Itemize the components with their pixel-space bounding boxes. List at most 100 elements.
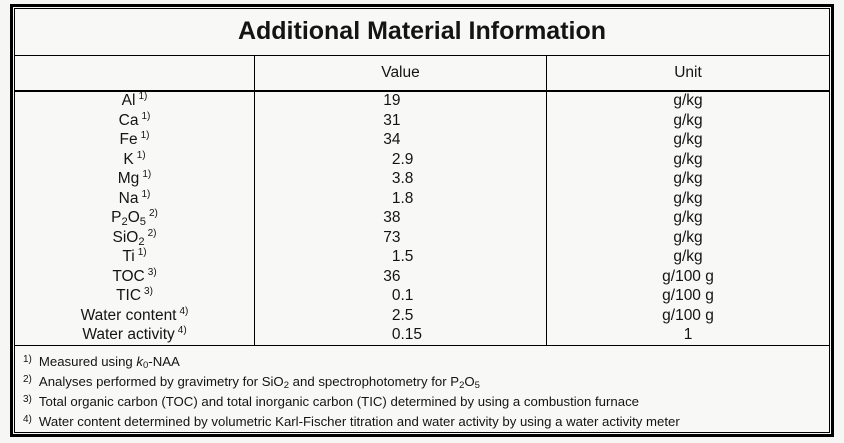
- unit-text: g/kg: [673, 209, 703, 227]
- header-parameter-column: [15, 55, 255, 90]
- parameter-cell: Ti 1): [15, 247, 255, 268]
- value-cell: 19: [255, 91, 547, 112]
- unit-cell: g/100 g: [547, 287, 829, 306]
- parameter-label: Ca: [118, 111, 139, 129]
- parameter-label: Water content: [80, 306, 177, 324]
- footnote-text: Analyses performed by gravimetry for SiO…: [38, 373, 480, 392]
- parameter-label: Fe: [119, 131, 138, 149]
- unit-text: g/kg: [673, 189, 703, 207]
- parameter-label: SiO2: [112, 228, 145, 248]
- table-row: Water content 4) 2.5 g/100 g: [15, 306, 829, 326]
- parameter-label: P2O5: [111, 209, 146, 229]
- unit-text: g/kg: [673, 248, 703, 266]
- value-text: 0.15: [391, 326, 423, 344]
- unit-cell: g/100 g: [547, 267, 829, 286]
- unit-cell: g/kg: [547, 92, 829, 111]
- table-inner-border: Additional Material Information Value Un…: [14, 8, 830, 433]
- unit-cell: g/kg: [547, 248, 829, 267]
- table-row: Mg 1) 3.8 g/kg: [15, 169, 829, 190]
- parameter-label: K: [123, 150, 134, 168]
- table-row: SiO2 2) 73 g/kg: [15, 228, 829, 248]
- value-text: 2.5: [391, 306, 414, 324]
- parameter-cell: TIC 3): [15, 286, 255, 307]
- unit-cell: g/kg: [547, 209, 829, 228]
- value-text: 19: [383, 92, 401, 110]
- value-cell: 0.1: [255, 286, 547, 307]
- table-row: TIC 3) 0.1 g/100 g: [15, 286, 829, 307]
- parameter-cell: SiO2 2): [15, 228, 255, 248]
- unit-text: g/kg: [673, 111, 703, 129]
- footnote-text: Water content determined by volumetric K…: [38, 413, 680, 429]
- value-text: 36: [383, 267, 401, 285]
- unit-cell: g/kg: [547, 170, 829, 189]
- unit-cell: g/kg: [547, 150, 829, 169]
- table-row: Fe 1) 34 g/kg: [15, 130, 829, 151]
- parameter-label: Ti: [122, 248, 135, 266]
- footnote: 4) Water content determined by volumetric…: [23, 412, 821, 432]
- parameter-cell: Water activity 4): [15, 325, 255, 346]
- header-unit-column: Unit: [674, 63, 702, 81]
- value-text: 38: [383, 209, 401, 227]
- value-text: 3.8: [391, 170, 414, 188]
- value-cell: 1.5: [255, 247, 547, 268]
- value-cell: 1.8: [255, 189, 547, 209]
- footnote: 3) Total organic carbon (TOC) and total i…: [23, 392, 821, 412]
- footnote-marker: 3): [23, 393, 32, 405]
- parameter-cell: Fe 1): [15, 130, 255, 151]
- parameter-cell: Al 1): [15, 91, 255, 112]
- table-row: Al 1) 19 g/kg: [15, 91, 829, 112]
- parameter-label: Mg: [117, 170, 140, 188]
- value-cell: 73: [255, 228, 547, 248]
- footnotes-section: 1) Measured using k0-NAA 2) Analyses perfo…: [15, 346, 829, 432]
- footnote-marker: 2): [23, 373, 32, 385]
- table-row: Ca 1) 31 g/kg: [15, 111, 829, 131]
- unit-text: g/100 g: [662, 267, 714, 285]
- value-cell: 2.9: [255, 150, 547, 170]
- value-text: 1.5: [391, 248, 414, 266]
- parameter-cell: P2O5 2): [15, 208, 255, 229]
- unit-text: g/kg: [673, 228, 703, 246]
- footnote-marker: 4): [23, 413, 32, 425]
- footnote-marker: 1): [23, 353, 32, 365]
- header-value-column: Value: [255, 55, 547, 90]
- table-row: Na 1) 1.8 g/kg: [15, 189, 829, 209]
- unit-text: g/kg: [673, 92, 703, 110]
- value-text: 0.1: [391, 287, 414, 305]
- footnote: 2) Analyses performed by gravimetry for S…: [23, 372, 821, 392]
- unit-cell: 1: [547, 326, 829, 345]
- table-body: Al 1) 19 g/kg Ca 1) 31 g/kg Fe 1) 34 g/kg: [15, 91, 829, 346]
- value-cell: 2.5: [255, 306, 547, 326]
- value-cell: 0.15: [255, 325, 547, 346]
- parameter-label: TIC: [116, 287, 142, 305]
- unit-text: g/kg: [673, 150, 703, 168]
- parameter-cell: Ca 1): [15, 111, 255, 131]
- parameter-label: Al: [121, 92, 136, 110]
- footnote-text: Measured using k0-NAA: [38, 353, 180, 372]
- value-text: 73: [383, 228, 401, 246]
- value-text: 2.9: [391, 150, 414, 168]
- value-text: 1.8: [391, 189, 414, 207]
- value-cell: 31: [255, 111, 547, 131]
- footnote-text: Total organic carbon (TOC) and total ino…: [38, 393, 639, 409]
- value-cell: 34: [255, 130, 547, 151]
- unit-text: g/kg: [673, 170, 703, 188]
- table-title: Additional Material Information: [15, 9, 829, 56]
- value-text: 31: [383, 111, 401, 129]
- unit-cell: g/kg: [547, 189, 829, 208]
- unit-text: g/100 g: [662, 306, 714, 324]
- material-info-table: Additional Material Information Value Un…: [10, 4, 834, 437]
- value-text: 34: [383, 131, 401, 149]
- parameter-cell: K 1): [15, 150, 255, 170]
- footnote: 1) Measured using k0-NAA: [23, 352, 821, 372]
- value-cell: 38: [255, 208, 547, 229]
- table-header: Value Unit: [15, 55, 829, 92]
- unit-text: g/kg: [673, 131, 703, 149]
- table-row: K 1) 2.9 g/kg: [15, 150, 829, 170]
- parameter-cell: TOC 3): [15, 267, 255, 287]
- parameter-label: TOC: [112, 267, 145, 285]
- value-cell: 3.8: [255, 169, 547, 190]
- parameter-cell: Mg 1): [15, 169, 255, 190]
- table-row: TOC 3) 36 g/100 g: [15, 267, 829, 287]
- table-row: P2O5 2) 38 g/kg: [15, 208, 829, 229]
